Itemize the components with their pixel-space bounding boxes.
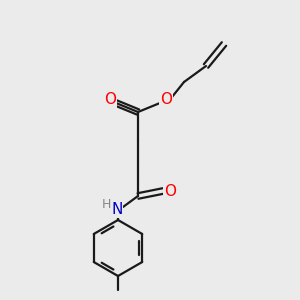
Text: O: O [104,92,116,107]
Text: O: O [160,92,172,107]
Text: N: N [111,202,123,217]
Text: H: H [101,197,111,211]
Text: O: O [164,184,176,199]
